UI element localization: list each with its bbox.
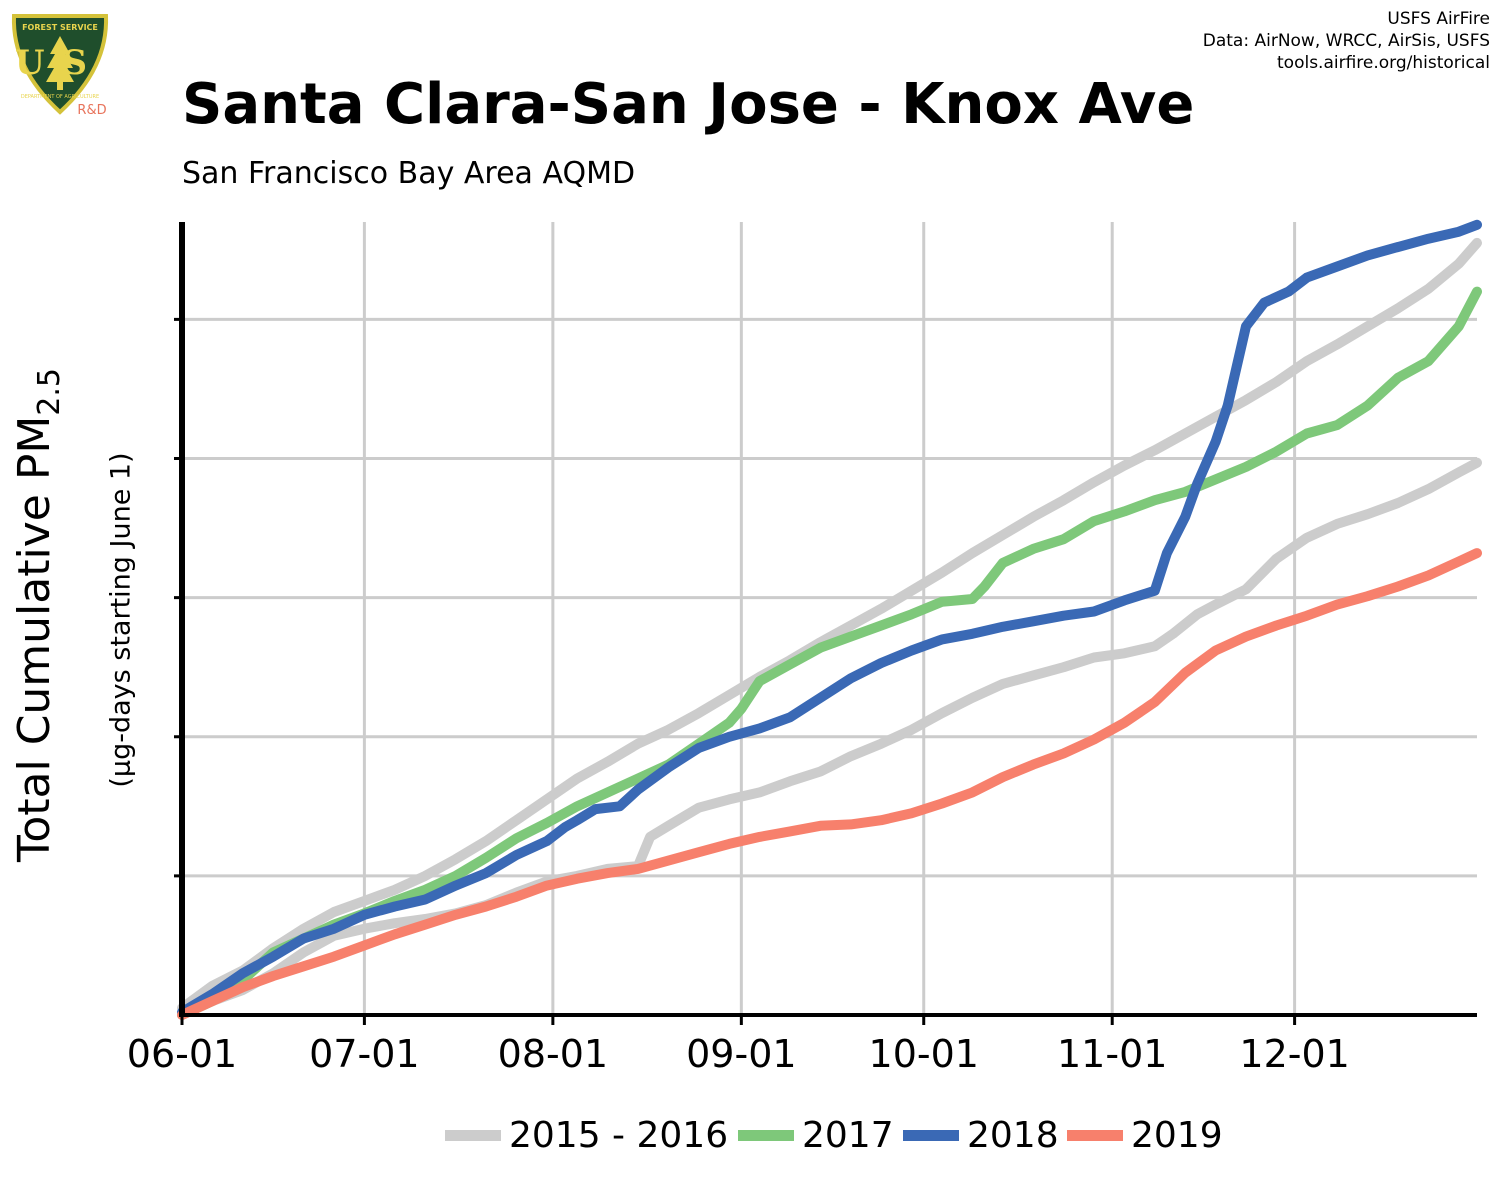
x-tick-label: 07-01 [309,1032,419,1076]
legend-label: 2018 [967,1114,1059,1156]
legend: 2015 - 2016 2017 2018 2019 [0,1110,1500,1160]
tree-icon [46,36,74,90]
legend-item: 2018 [903,1110,1059,1160]
chart-subtitle: San Francisco Bay Area AQMD [182,156,636,191]
logo-badge: R&D [77,103,106,118]
legend-swatch [903,1129,959,1141]
legend-swatch [738,1129,794,1141]
legend-label: 2019 [1131,1114,1223,1156]
series-line [177,219,1482,1018]
chart-title: Santa Clara-San Jose - Knox Ave [182,72,1195,137]
legend-item: 2015 - 2016 [445,1110,728,1160]
credit-line: tools.airfire.org/historical [1277,53,1490,73]
data-credits: USFS AirFire Data: AirNow, WRCC, AirSis,… [1203,8,1490,74]
legend-label: 2015 - 2016 [509,1114,729,1156]
x-tick-label: 10-01 [869,1032,979,1076]
x-tick-label: 06-01 [127,1032,237,1076]
x-tick-label: 11-01 [1057,1032,1167,1076]
logo-top-text: FOREST SERVICE [22,23,98,32]
series-lines [177,219,1482,1020]
legend-label: 2017 [802,1114,894,1156]
credit-line: USFS AirFire [1387,9,1490,29]
legend-item: 2017 [738,1110,894,1160]
credit-line: Data: AirNow, WRCC, AirSis, USFS [1202,31,1490,51]
legend-swatch [445,1129,501,1141]
logo-bottom-text: DEPARTMENT OF AGRICULTURE [21,94,99,100]
x-tick-label: 12-01 [1239,1032,1349,1076]
series-line [177,548,1482,1020]
axes: 06-01 07-01 08-01 09-01 10-01 11-01 12-01 [127,222,1477,1076]
series-line [177,286,1482,1020]
legend-item: 2019 [1067,1110,1223,1160]
series-line [177,237,1482,1013]
x-tick-label: 09-01 [686,1032,796,1076]
forest-service-logo: FOREST SERVICE US DEPARTMENT OF AGRICULT… [11,14,109,118]
x-tick-label: 08-01 [498,1032,608,1076]
legend-swatch [1067,1129,1123,1141]
series-line [177,457,1482,1018]
